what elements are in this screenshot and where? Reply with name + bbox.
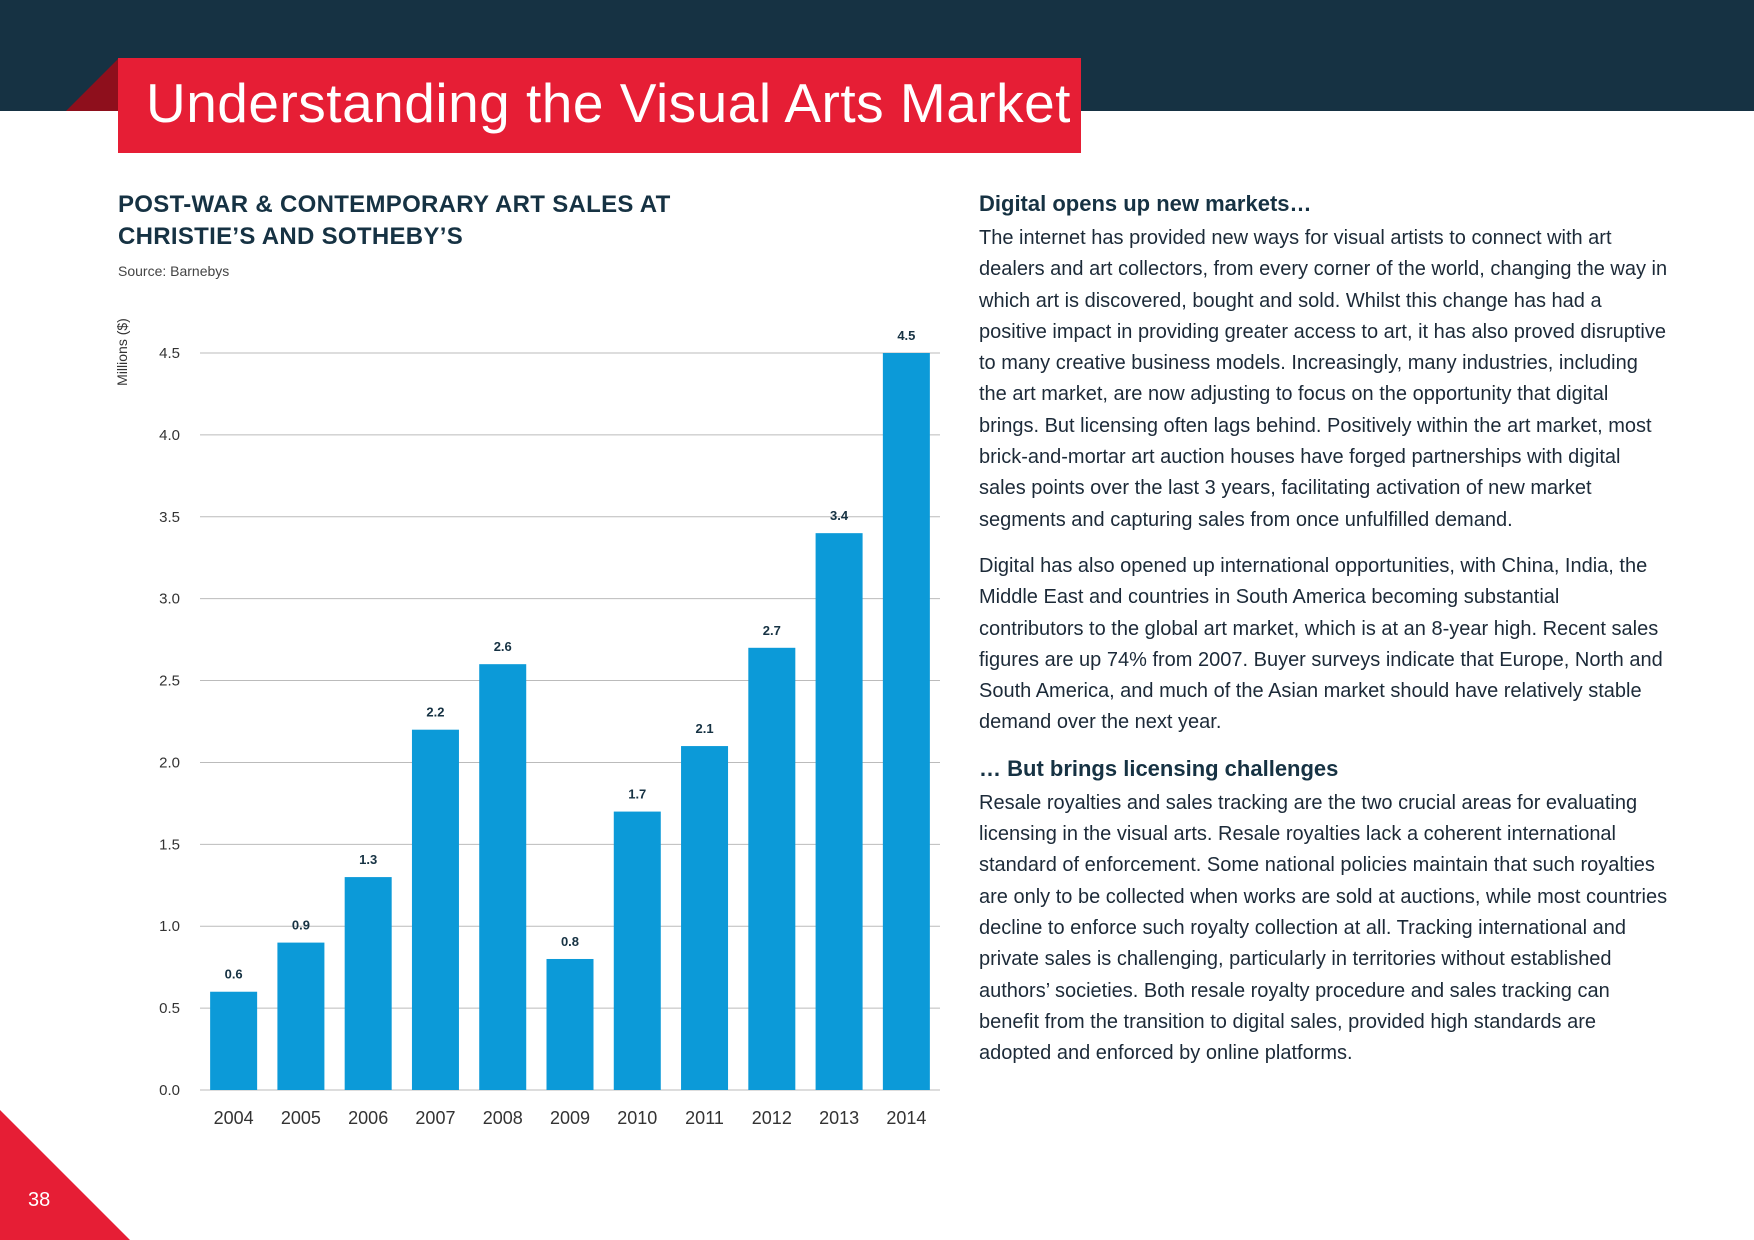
bar-2006 — [344, 877, 392, 1090]
bar-2009 — [546, 958, 594, 1090]
y-tick-label: 1.0 — [159, 918, 180, 935]
y-tick-label: 4.5 — [159, 345, 180, 362]
x-tick-label: 2013 — [819, 1108, 859, 1128]
bar-value-label: 2.1 — [696, 721, 714, 736]
article-column: Digital opens up new markets… The intern… — [979, 189, 1669, 1084]
x-tick-label: 2006 — [348, 1108, 388, 1128]
bar-value-label: 2.2 — [426, 705, 444, 720]
bar-value-label: 1.7 — [628, 787, 646, 802]
bar-value-label: 1.3 — [359, 852, 377, 867]
page-number: 38 — [28, 1189, 51, 1211]
bar-value-label: 0.8 — [561, 934, 579, 949]
title-fold-decoration — [66, 58, 119, 111]
bar-2013 — [815, 533, 863, 1090]
corner-decoration — [0, 1110, 130, 1240]
bar-2008 — [479, 664, 527, 1090]
y-tick-label: 3.0 — [159, 591, 180, 608]
y-tick-label: 0.5 — [159, 1000, 180, 1017]
x-tick-label: 2014 — [886, 1108, 926, 1128]
paragraph-royalties: Resale royalties and sales tracking are … — [979, 791, 1668, 1065]
x-tick-label: 2007 — [415, 1108, 455, 1128]
section-heading-digital: Digital opens up new markets… — [979, 191, 1312, 216]
bar-value-label: 0.6 — [225, 967, 243, 982]
y-tick-label: 0.0 — [159, 1082, 180, 1099]
bar-value-label: 4.5 — [897, 328, 915, 343]
x-tick-label: 2004 — [214, 1108, 254, 1128]
bar-chart: Millions ($) 0.0 0.5 1.0 1.5 2.0 2.5 3.0 3.5 4.0… — [114, 318, 940, 1128]
title-banner: Understanding the Visual Arts Market — [118, 58, 1081, 153]
x-tick-label: 2005 — [281, 1108, 321, 1128]
chart-title: POST-WAR & CONTEMPORARY ART SALES AT CHR… — [118, 191, 671, 250]
paragraph-international: Digital has also opened up international… — [979, 554, 1663, 734]
page-title: Understanding the Visual Arts Market — [146, 72, 1071, 134]
bar-2005 — [277, 942, 325, 1090]
x-tick-label: 2009 — [550, 1108, 590, 1128]
y-tick-label: 2.0 — [159, 754, 180, 771]
bar-2012 — [748, 647, 796, 1090]
chart-source: Source: Barnebys — [118, 263, 230, 279]
x-tick-label: 2011 — [685, 1108, 724, 1128]
y-tick-label: 3.5 — [159, 509, 180, 526]
bar-2014 — [882, 353, 930, 1090]
bar-2010 — [613, 811, 661, 1090]
bar-2011 — [681, 746, 729, 1090]
y-tick-label: 1.5 — [159, 836, 180, 853]
y-tick-label: 4.0 — [159, 427, 180, 444]
bar-value-label: 2.6 — [494, 639, 512, 654]
x-tick-label: 2012 — [752, 1108, 792, 1128]
section-heading-licensing: … But brings licensing challenges — [979, 755, 1339, 781]
bar-value-label: 0.9 — [292, 918, 310, 933]
bar-value-label: 2.7 — [763, 623, 781, 638]
bar-2004 — [210, 991, 258, 1090]
x-tick-label: 2008 — [483, 1108, 523, 1128]
y-tick-label: 2.5 — [159, 673, 180, 690]
paragraph-internet: The internet has provided new ways for v… — [979, 227, 1668, 531]
x-tick-label: 2010 — [617, 1108, 657, 1128]
bar-2007 — [411, 729, 459, 1090]
bar-value-label: 3.4 — [830, 508, 849, 523]
y-axis-label: Millions ($) — [114, 318, 130, 386]
